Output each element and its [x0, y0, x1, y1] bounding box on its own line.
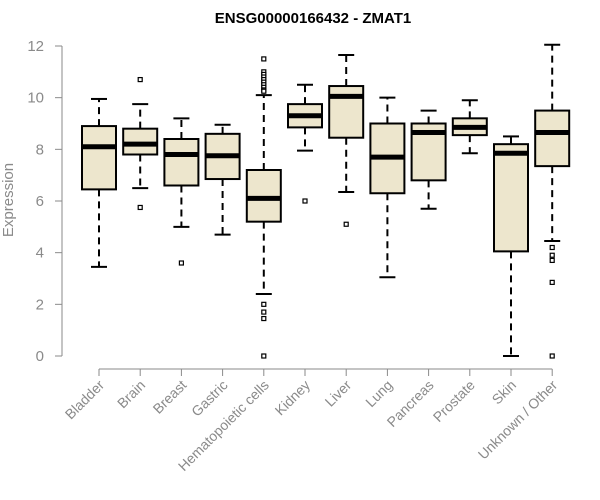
outlier-point	[549, 244, 555, 251]
chart-title: ENSG00000166432 - ZMAT1	[215, 10, 412, 27]
box-bladder	[81, 97, 117, 268]
outlier-point	[343, 221, 349, 227]
y-tick-label-8: 8	[36, 141, 44, 158]
outlier-point	[549, 252, 555, 258]
y-tick-label-6: 6	[36, 193, 44, 210]
y-tick-label-0: 0	[36, 348, 44, 365]
y-tick-label-10: 10	[27, 90, 44, 107]
iqr-box	[534, 109, 571, 168]
box-breast	[163, 117, 200, 266]
outlier-point	[549, 279, 555, 285]
box-pancreas	[410, 109, 447, 210]
box-prostate	[451, 99, 488, 155]
x-tick-label-bladder: Bladder	[62, 377, 108, 423]
y-axis: 0 2 4 6 8 10 12	[27, 38, 63, 365]
plot-area	[81, 43, 571, 359]
iqr-box	[81, 125, 117, 191]
outlier-point	[549, 353, 555, 359]
x-tick-label-brain: Brain	[114, 377, 148, 411]
outlier-point	[549, 257, 555, 264]
box-unknown-other	[534, 43, 571, 359]
box-lung	[369, 96, 406, 279]
x-tick-label-breast: Breast	[150, 377, 190, 417]
outlier-point	[261, 301, 267, 307]
box-brain	[122, 76, 159, 211]
x-tick-label-lung: Lung	[362, 377, 395, 410]
iqr-box	[493, 143, 529, 253]
iqr-box	[122, 127, 159, 156]
outlier-point	[178, 260, 184, 266]
y-tick-label-4: 4	[36, 245, 44, 262]
x-tick-label-liver: Liver	[322, 377, 355, 410]
outlier-point	[261, 309, 267, 315]
iqr-box	[328, 85, 365, 139]
box-hematopoietic-cells	[245, 56, 282, 359]
outlier-point	[261, 88, 267, 94]
y-axis-label: Expression	[0, 163, 17, 237]
iqr-box	[245, 169, 282, 223]
iqr-box	[163, 138, 200, 187]
y-tick-label-12: 12	[27, 38, 44, 55]
x-tick-label-prostate: Prostate	[430, 377, 478, 425]
outlier-point	[261, 353, 267, 359]
outlier-point	[261, 56, 267, 62]
box-liver	[328, 54, 365, 227]
box-skin	[493, 135, 529, 357]
outlier-point	[137, 76, 143, 83]
x-tick-label-skin: Skin	[489, 377, 520, 408]
box-kidney	[287, 83, 323, 204]
box-gastric	[204, 123, 241, 236]
outlier-point	[137, 204, 143, 211]
outlier-point	[261, 315, 267, 322]
x-tick-label-kidney: Kidney	[272, 377, 314, 419]
y-tick-label-2: 2	[36, 296, 44, 313]
outlier-point	[302, 198, 308, 204]
